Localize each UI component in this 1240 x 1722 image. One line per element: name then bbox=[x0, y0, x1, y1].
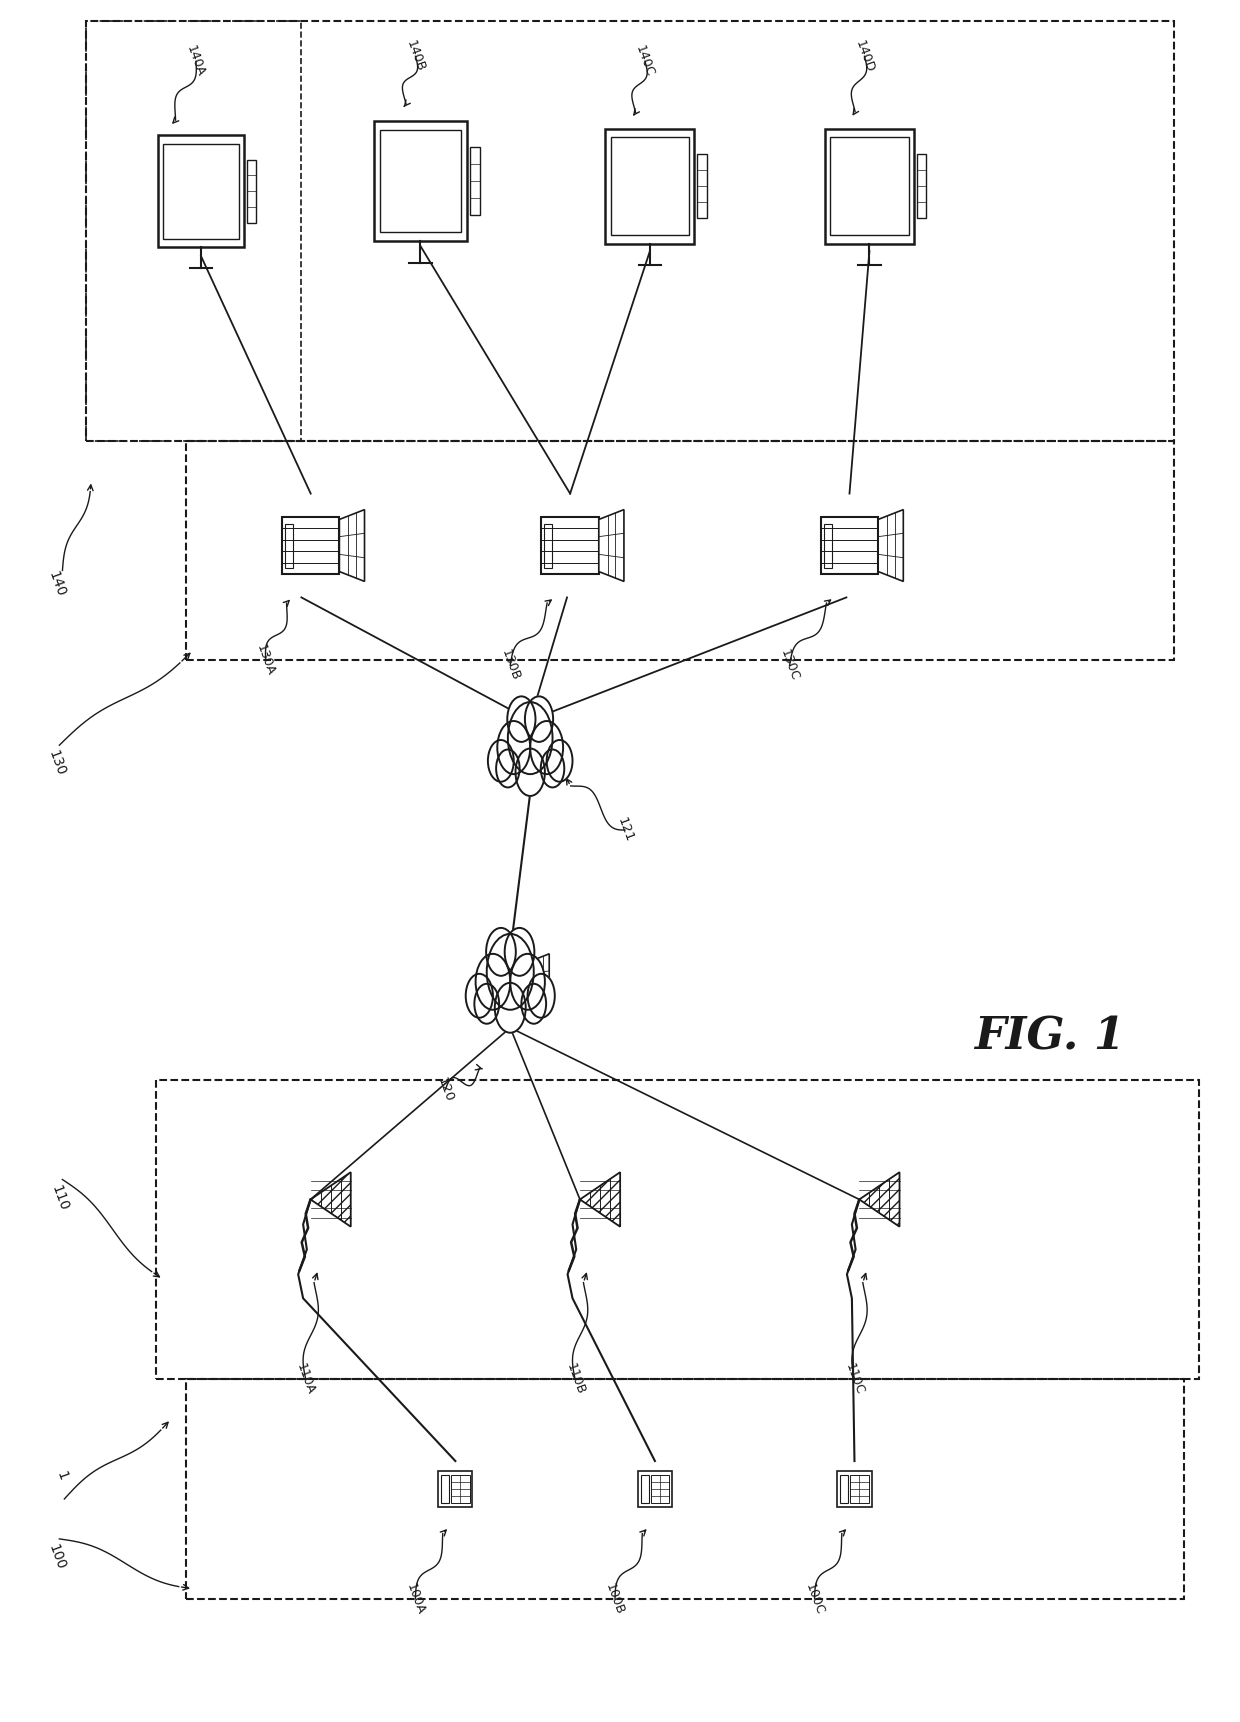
Circle shape bbox=[531, 722, 563, 775]
Polygon shape bbox=[599, 510, 624, 582]
Circle shape bbox=[505, 928, 534, 976]
Circle shape bbox=[510, 954, 544, 1009]
Bar bbox=[87, 21, 1174, 441]
Bar bbox=[438, 1471, 472, 1507]
Bar bbox=[611, 138, 689, 234]
Bar bbox=[162, 143, 239, 239]
Bar bbox=[156, 1080, 1199, 1379]
Text: 130B: 130B bbox=[498, 647, 522, 682]
Bar bbox=[637, 1471, 672, 1507]
Bar bbox=[157, 134, 244, 246]
Bar bbox=[542, 517, 599, 575]
Bar bbox=[470, 148, 480, 215]
Text: 110C: 110C bbox=[843, 1362, 866, 1397]
Circle shape bbox=[496, 749, 520, 787]
Circle shape bbox=[466, 975, 494, 1018]
Bar bbox=[186, 441, 1174, 660]
Circle shape bbox=[547, 740, 573, 782]
Bar bbox=[851, 1476, 869, 1503]
Text: 140D: 140D bbox=[853, 38, 877, 74]
Circle shape bbox=[475, 983, 500, 1025]
Text: 121: 121 bbox=[615, 816, 635, 844]
Bar bbox=[831, 138, 909, 234]
Bar bbox=[491, 964, 497, 995]
Bar bbox=[837, 1471, 872, 1507]
Circle shape bbox=[527, 975, 554, 1018]
Circle shape bbox=[541, 749, 564, 787]
Circle shape bbox=[497, 722, 531, 775]
Text: 130A: 130A bbox=[254, 642, 278, 678]
Circle shape bbox=[486, 928, 516, 976]
Bar bbox=[641, 1476, 649, 1503]
Polygon shape bbox=[531, 954, 549, 1006]
Bar bbox=[916, 153, 926, 219]
Bar bbox=[544, 523, 552, 568]
Bar bbox=[87, 21, 301, 441]
Circle shape bbox=[487, 933, 533, 1009]
Text: 130C: 130C bbox=[777, 647, 801, 684]
Circle shape bbox=[525, 696, 553, 742]
Text: FIG. 1: FIG. 1 bbox=[973, 1016, 1125, 1059]
Circle shape bbox=[508, 703, 553, 775]
Text: 140B: 140B bbox=[404, 40, 427, 74]
Bar bbox=[247, 160, 257, 222]
Text: 130: 130 bbox=[45, 749, 67, 778]
Bar bbox=[379, 131, 461, 232]
Circle shape bbox=[487, 740, 513, 782]
Bar bbox=[285, 523, 293, 568]
Bar bbox=[605, 129, 694, 243]
Circle shape bbox=[476, 954, 510, 1009]
Text: 140: 140 bbox=[45, 568, 67, 599]
Text: 110A: 110A bbox=[294, 1362, 317, 1397]
Bar bbox=[186, 1379, 1184, 1598]
Text: 110B: 110B bbox=[563, 1362, 587, 1397]
Text: 100A: 100A bbox=[404, 1581, 427, 1617]
Circle shape bbox=[516, 749, 544, 796]
Bar bbox=[823, 523, 832, 568]
Circle shape bbox=[495, 983, 526, 1033]
Bar bbox=[374, 121, 466, 241]
Text: 100B: 100B bbox=[604, 1581, 626, 1617]
Circle shape bbox=[507, 696, 536, 742]
Text: 100: 100 bbox=[45, 1543, 67, 1572]
Polygon shape bbox=[340, 510, 365, 582]
Bar bbox=[841, 1476, 848, 1503]
Circle shape bbox=[521, 983, 546, 1025]
Polygon shape bbox=[878, 510, 903, 582]
Bar bbox=[825, 129, 914, 243]
Bar bbox=[281, 517, 340, 575]
Bar bbox=[651, 1476, 670, 1503]
Text: 140C: 140C bbox=[634, 43, 657, 79]
Bar bbox=[697, 153, 707, 219]
Bar bbox=[451, 1476, 470, 1503]
Text: 140A: 140A bbox=[185, 45, 207, 79]
Text: 120: 120 bbox=[435, 1076, 456, 1104]
Bar bbox=[441, 1476, 449, 1503]
Bar bbox=[821, 517, 878, 575]
Text: 100C: 100C bbox=[802, 1581, 826, 1617]
Bar bbox=[490, 959, 531, 1000]
Text: 1: 1 bbox=[53, 1469, 69, 1483]
Text: 110: 110 bbox=[48, 1183, 71, 1212]
